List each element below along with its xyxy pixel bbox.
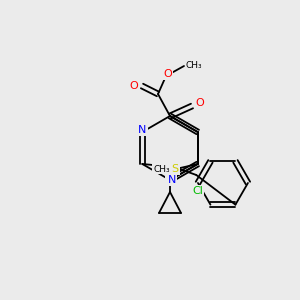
Text: CH₃: CH₃ [186, 61, 202, 70]
Text: Cl: Cl [193, 186, 203, 196]
Text: S: S [172, 164, 179, 174]
Text: N: N [166, 175, 174, 185]
Text: N: N [168, 175, 176, 185]
Text: O: O [130, 81, 138, 91]
Text: O: O [164, 69, 172, 79]
Text: CH₃: CH₃ [153, 164, 170, 173]
Text: O: O [196, 98, 204, 108]
Text: N: N [138, 125, 146, 135]
